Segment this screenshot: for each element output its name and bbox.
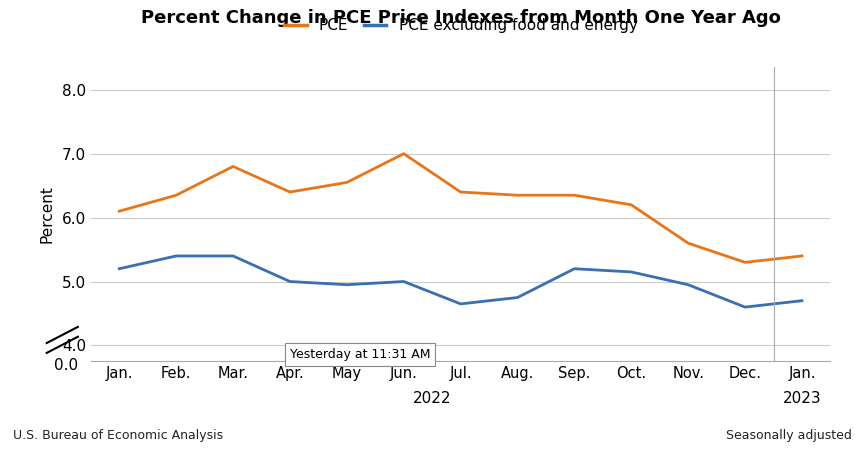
Y-axis label: Percent: Percent (40, 185, 54, 243)
Text: 2022: 2022 (413, 391, 452, 405)
Legend: PCE, PCE excluding food and energy: PCE, PCE excluding food and energy (278, 12, 644, 39)
Text: Seasonally adjusted: Seasonally adjusted (726, 429, 852, 442)
Text: U.S. Bureau of Economic Analysis: U.S. Bureau of Economic Analysis (13, 429, 223, 442)
Text: 2023: 2023 (783, 391, 821, 405)
Text: 0.0: 0.0 (54, 358, 78, 374)
Title: Percent Change in PCE Price Indexes from Month One Year Ago: Percent Change in PCE Price Indexes from… (141, 9, 780, 27)
Text: Yesterday at 11:31 AM: Yesterday at 11:31 AM (290, 348, 431, 361)
